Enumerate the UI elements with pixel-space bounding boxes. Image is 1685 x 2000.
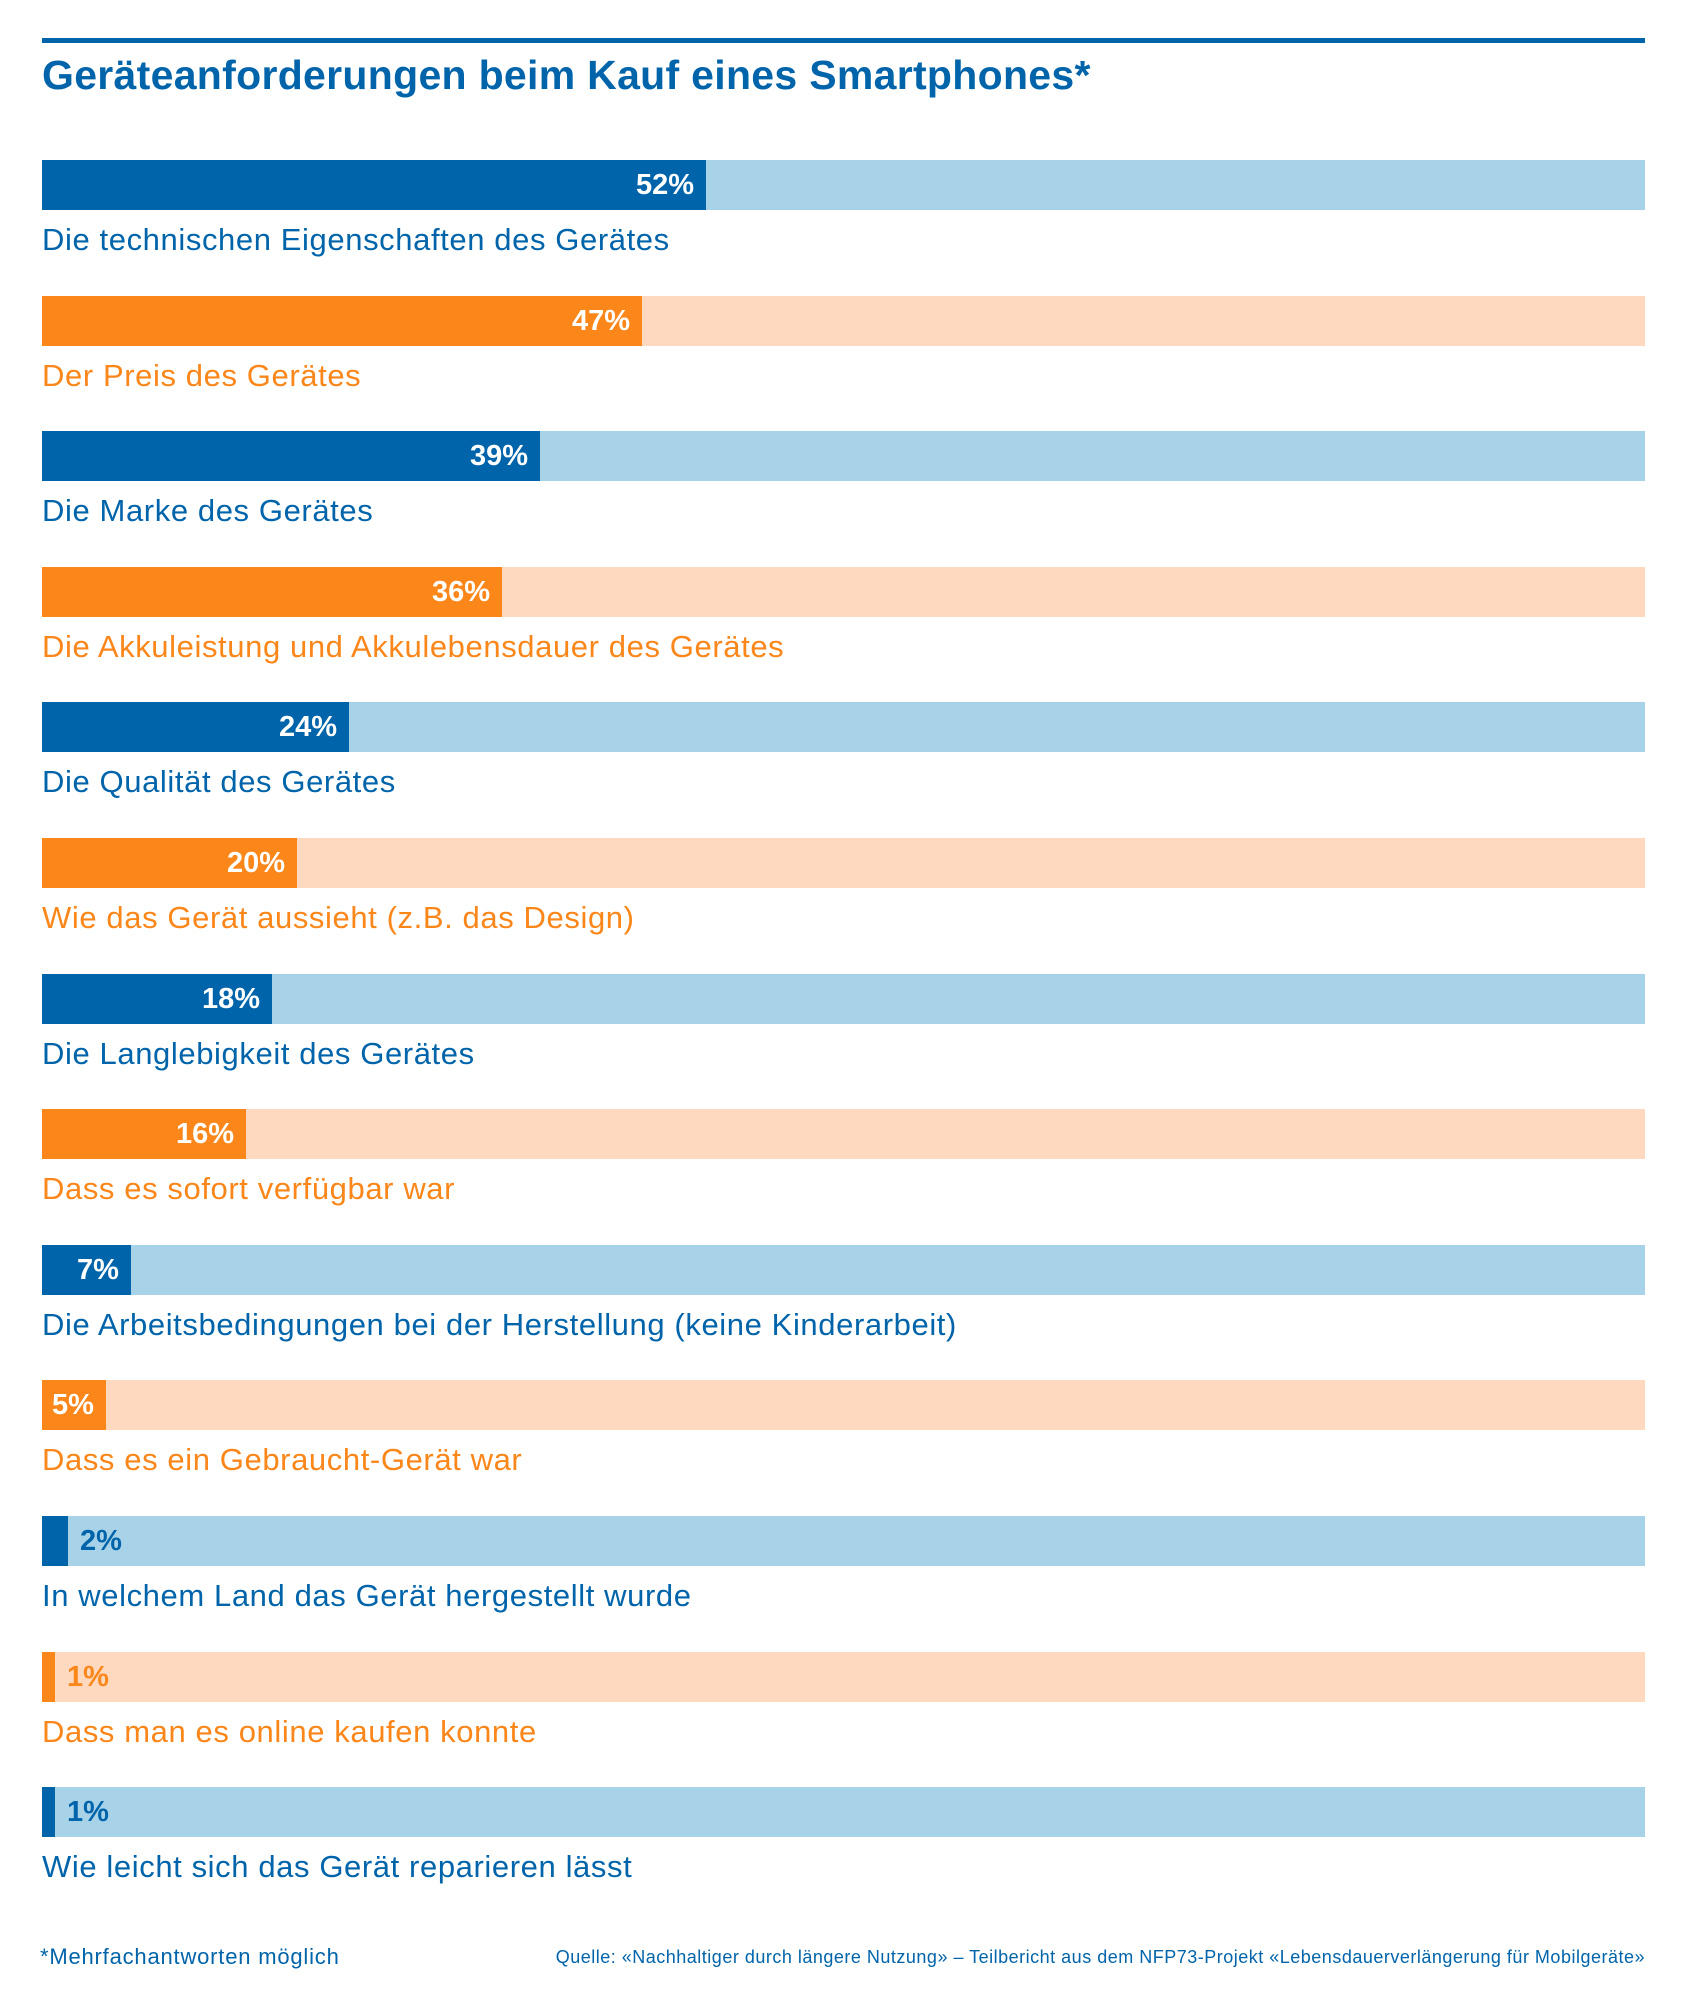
category-label: Dass es sofort verfügbar war — [42, 1171, 456, 1207]
bar — [42, 702, 349, 753]
bar — [42, 1651, 55, 1702]
bar-row: 39% Die Marke des Gerätes — [42, 431, 1645, 557]
bar — [42, 1380, 106, 1431]
bar-row: 5% Dass es ein Gebraucht-Gerät war — [42, 1380, 1645, 1506]
bar-value-label: 5% — [52, 1389, 94, 1422]
bar-value-label: 47% — [572, 304, 631, 337]
bar — [42, 1244, 131, 1295]
bar-track: 7% — [42, 1244, 1645, 1295]
bar-track: 1% — [42, 1787, 1645, 1838]
bar-track: 1% — [42, 1651, 1645, 1702]
bar — [42, 1109, 246, 1160]
bar-track: 18% — [42, 973, 1645, 1024]
bar-value-label: 52% — [636, 169, 695, 201]
bar-row: 16% Dass es sofort verfügbar war — [42, 1109, 1645, 1235]
top-rule — [42, 38, 1645, 43]
bar-row: 1% Wie leicht sich das Gerät reparieren l… — [42, 1787, 1645, 1913]
category-label: Die Langlebigkeit des Gerätes — [42, 1035, 475, 1071]
bar — [42, 160, 706, 210]
bar-row: 20% Wie das Gerät aussieht (z.B. das Desi… — [42, 838, 1645, 964]
bar-track: 52% — [42, 160, 1645, 210]
bar — [42, 566, 502, 617]
bar-value-label: 18% — [202, 982, 261, 1015]
bar-value-label: 39% — [470, 440, 529, 473]
bar-track: 5% — [42, 1380, 1645, 1431]
bar-row: 2% In welchem Land das Gerät hergestellt … — [42, 1516, 1645, 1642]
category-label: Wie das Gerät aussieht (z.B. das Design) — [42, 900, 635, 935]
category-label: Die Arbeitsbedingungen bei der Herstellu… — [42, 1306, 957, 1342]
bar — [42, 838, 297, 888]
bar-row: 36% Die Akkuleistung und Akkulebensdauer … — [42, 566, 1645, 693]
bar-value-label: 24% — [279, 711, 338, 744]
category-label: Der Preis des Gerätes — [42, 357, 362, 393]
footnote: *Mehrfachantworten möglich — [40, 1944, 340, 1969]
bar-track: 16% — [42, 1109, 1645, 1160]
bar-track: 39% — [42, 431, 1645, 482]
bar-row: 24% Die Qualität des Gerätes — [42, 702, 1645, 828]
bar-row: 18% Die Langlebigkeit des Gerätes — [42, 973, 1645, 1100]
bar-value-label: 20% — [227, 847, 286, 879]
bar-track: 2% — [42, 1516, 1645, 1566]
bar-value-label: 2% — [80, 1525, 122, 1557]
bar — [42, 1787, 55, 1838]
category-label: Dass es ein Gebraucht-Gerät war — [42, 1442, 523, 1478]
bar-value-label: 1% — [67, 1660, 109, 1693]
bar — [42, 1516, 68, 1566]
bar-track: 36% — [42, 566, 1645, 617]
category-label: Die Qualität des Gerätes — [42, 764, 396, 800]
bar-value-label: 1% — [67, 1796, 109, 1829]
bar-row: 47% Der Preis des Gerätes — [42, 295, 1645, 422]
bar — [42, 295, 642, 346]
chart-title: Geräteanforderungen beim Kauf eines Smar… — [42, 52, 1091, 98]
bar — [42, 973, 272, 1024]
bar — [42, 431, 540, 482]
bar-row: 7% Die Arbeitsbedingungen bei der Herstel… — [42, 1244, 1645, 1371]
bar-value-label: 7% — [77, 1253, 119, 1286]
bar-track: 20% — [42, 838, 1645, 888]
bar-value-label: 36% — [432, 575, 491, 608]
category-label: Dass man es online kaufen konnte — [42, 1713, 537, 1749]
category-label: In welchem Land das Gerät hergestellt wu… — [42, 1578, 692, 1613]
category-label: Die Akkuleistung und Akkulebensdauer des… — [42, 628, 785, 664]
bar-row: 52% Die technischen Eigenschaften des Ger… — [42, 160, 1645, 286]
bar-row: 1% Dass man es online kaufen konnte — [42, 1651, 1645, 1778]
bar-track: 47% — [42, 295, 1645, 346]
source-note: Quelle: «Nachhaltiger durch längere Nutz… — [555, 1947, 1645, 1967]
bar-value-label: 16% — [176, 1118, 235, 1151]
category-label: Die Marke des Gerätes — [42, 493, 374, 529]
category-label: Die technischen Eigenschaften des Geräte… — [42, 222, 670, 257]
category-label: Wie leicht sich das Gerät reparieren läs… — [42, 1849, 633, 1885]
bar-track: 24% — [42, 702, 1645, 753]
